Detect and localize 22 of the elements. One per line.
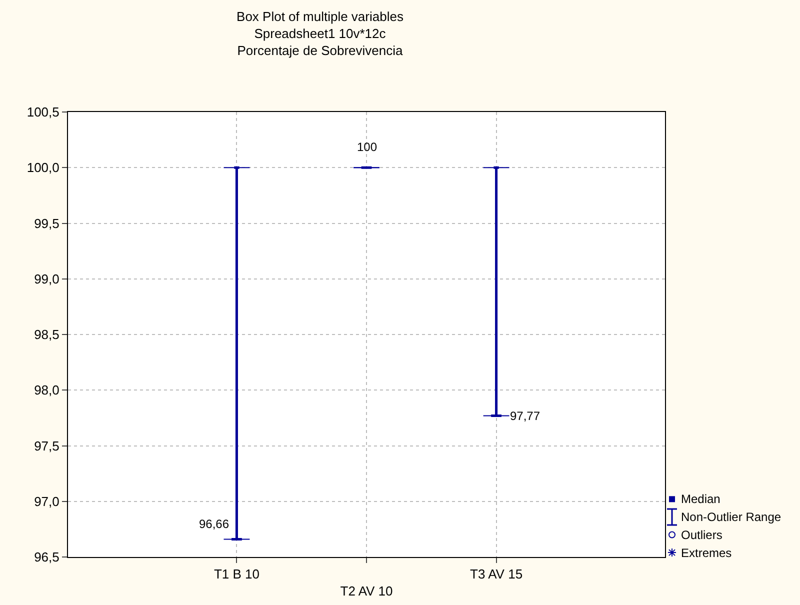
y-tick-label: 97,5	[34, 438, 60, 454]
y-tick-label: 98,5	[34, 327, 60, 342]
y-tick-label: 98,0	[34, 382, 60, 398]
text: 96,66	[199, 517, 230, 531]
y-tick-label: 99,0	[34, 271, 60, 286]
chart-title: Box Plot of multiple variables	[236, 9, 404, 24]
text: Extremes	[681, 546, 732, 560]
y-tick-label: 99,5	[34, 216, 60, 231]
text: Non-Outlier Range	[681, 510, 782, 524]
x-tick-label: T1 B 10	[214, 566, 260, 582]
y-tick-label: 97,0	[34, 494, 60, 509]
y-axis-title: Porcentaje de Sobrevivencia	[237, 42, 404, 58]
text: 100	[357, 140, 378, 154]
text: Median	[681, 492, 720, 506]
y-tick-label: 96,5	[34, 550, 60, 565]
y-tick-label: 100,5	[26, 104, 60, 120]
chart-subtitle: Spreadsheet1 10v*12c	[254, 26, 386, 42]
x-tick-label: T2 AV 10	[340, 584, 393, 598]
x-tick-label: T3 AV 15	[470, 566, 523, 582]
text: Outliers	[681, 528, 722, 542]
y-tick-label: 100,0	[26, 160, 60, 176]
text: 97,77	[510, 409, 540, 423]
